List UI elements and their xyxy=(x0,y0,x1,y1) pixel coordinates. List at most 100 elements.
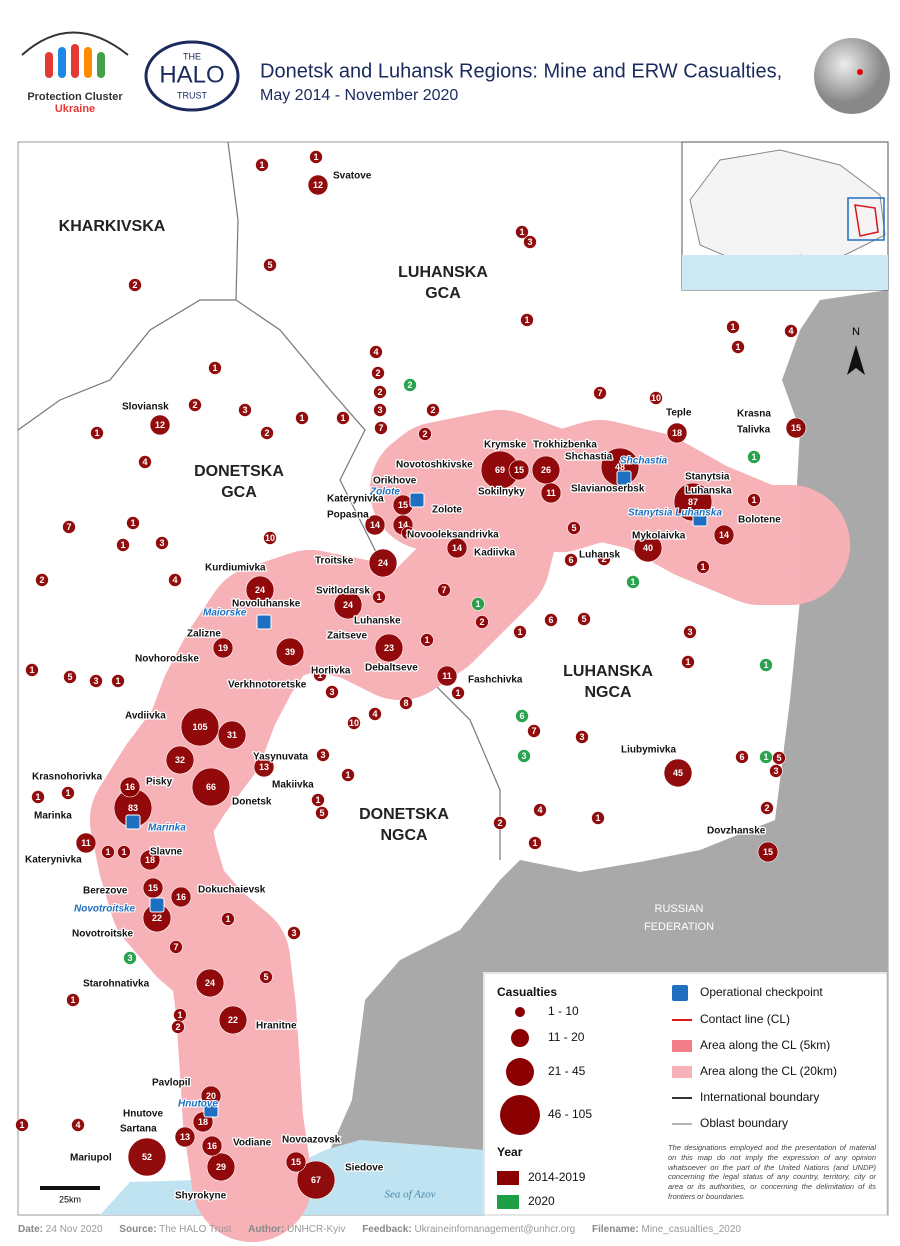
casualty-count: 32 xyxy=(175,755,185,765)
casualty-marker xyxy=(663,758,693,788)
place-label: Pavlopil xyxy=(152,1078,191,1089)
casualty-marker xyxy=(399,696,413,710)
checkpoint-label: Novotroitske xyxy=(74,904,136,915)
casualty-count: 69 xyxy=(495,465,505,475)
place-label: Fashchivka xyxy=(468,675,523,686)
casualty-marker xyxy=(313,668,327,682)
place-label: Dokuchaievsk xyxy=(198,885,266,896)
casualty-marker xyxy=(451,686,465,700)
legend-size xyxy=(500,1095,540,1135)
place-label: Shyrokyne xyxy=(175,1191,227,1202)
legend-year-swatch xyxy=(497,1171,519,1185)
place-label: Marinka xyxy=(34,811,72,822)
casualty-count: 1 xyxy=(517,627,522,637)
checkpoint-icon xyxy=(256,614,272,630)
casualty-marker xyxy=(373,403,387,417)
casualty-count: 2 xyxy=(422,429,427,439)
cluster-logo: Protection Cluster Ukraine xyxy=(21,31,129,115)
place-label: Sokilnyky xyxy=(478,487,525,498)
casualty-count: 7 xyxy=(66,522,71,532)
casualty-marker xyxy=(633,533,663,563)
casualty-count: 1 xyxy=(519,227,524,237)
casualty-count: 1 xyxy=(225,914,230,924)
casualty-count: 5 xyxy=(263,972,268,982)
casualty-marker xyxy=(681,655,695,669)
casualty-count: 1 xyxy=(524,315,529,325)
region-label: DONETSKA xyxy=(359,806,449,823)
footer-value: 24 Nov 2020 xyxy=(45,1224,103,1235)
region-label: GCA xyxy=(425,285,461,302)
casualty-count: 11 xyxy=(81,838,91,848)
casualty-count: 7 xyxy=(597,388,602,398)
casualty-marker xyxy=(117,845,131,859)
casualty-marker xyxy=(66,993,80,1007)
casualty-marker xyxy=(139,849,161,871)
casualty-marker xyxy=(287,926,301,940)
legend-year-label: 2014-2019 xyxy=(528,1170,586,1184)
casualty-marker xyxy=(188,398,202,412)
legend: Casualties 1 - 10 11 - 20 21 - 45 46 - 1… xyxy=(483,972,888,1216)
casualty-count: 7 xyxy=(531,726,536,736)
casualty-marker xyxy=(89,674,103,688)
legend-size xyxy=(515,1007,525,1017)
legend-symbol-label: Contact line (CL) xyxy=(700,1012,790,1026)
casualty-count: 1 xyxy=(763,660,768,670)
legend-size-label: 11 - 20 xyxy=(548,1030,585,1044)
casualty-marker xyxy=(372,590,386,604)
casualty-count: 2 xyxy=(175,1022,180,1032)
casualty-count: 1 xyxy=(763,752,768,762)
casualty-marker xyxy=(15,1118,29,1132)
region-label: NGCA xyxy=(584,684,632,701)
casualty-marker xyxy=(567,521,581,535)
casualty-marker xyxy=(217,720,247,750)
casualty-count: 18 xyxy=(198,1117,208,1127)
casualty-count: 10 xyxy=(349,718,359,728)
place-label: Katerynivka xyxy=(25,855,82,866)
casualty-count: 1 xyxy=(376,592,381,602)
casualty-marker xyxy=(597,552,611,566)
country-label: RUSSIAN xyxy=(655,903,704,915)
casualty-marker xyxy=(218,1005,248,1035)
casualty-count: 1 xyxy=(19,1120,24,1130)
title: Donetsk and Luhansk Regions: Mine and ER… xyxy=(260,60,782,82)
place-label: Novhorodske xyxy=(135,654,199,665)
place-label: Zalizne xyxy=(187,629,221,640)
casualty-count: 1 xyxy=(630,577,635,587)
casualty-count: 40 xyxy=(643,543,653,553)
casualty-count: 1 xyxy=(94,428,99,438)
casualty-marker xyxy=(544,613,558,627)
casualty-marker xyxy=(316,748,330,762)
casualty-marker xyxy=(341,768,355,782)
casualty-marker xyxy=(253,756,275,778)
casualty-marker xyxy=(696,560,710,574)
casualty-count: 2 xyxy=(192,400,197,410)
casualty-count: 1 xyxy=(345,770,350,780)
place-label: Verkhnotoretske xyxy=(228,680,307,691)
casualty-marker xyxy=(295,411,309,425)
place-label: Horlivka xyxy=(311,666,351,677)
casualty-marker xyxy=(769,764,783,778)
casualty-count: 31 xyxy=(227,730,237,740)
casualty-count: 3 xyxy=(127,953,132,963)
casualty-marker xyxy=(336,411,350,425)
casualty-marker xyxy=(101,845,115,859)
place-label: Talivka xyxy=(737,425,771,436)
casualty-count: 3 xyxy=(291,928,296,938)
casualty-marker xyxy=(508,459,530,481)
casualty-count: 39 xyxy=(285,647,295,657)
checkpoint-label: Stanytsia Luhanska xyxy=(628,508,722,519)
casualty-count: 1 xyxy=(735,342,740,352)
casualty-count: 10 xyxy=(265,533,275,543)
halo-name: HALO xyxy=(159,61,224,88)
casualty-count: 1 xyxy=(115,676,120,686)
casualty-count: 1 xyxy=(315,795,320,805)
place-label: Katerynivka xyxy=(327,494,384,505)
casualty-count: 5 xyxy=(776,753,781,763)
casualty-marker xyxy=(275,637,305,667)
casualty-marker xyxy=(785,417,807,439)
casualty-count: 15 xyxy=(514,465,524,475)
place-label: Orikhove xyxy=(373,476,417,487)
legend-checkpoint-icon xyxy=(672,985,688,1001)
map-features: KHARKIVSKA LUHANSKA GCA DONETSKA GCA LUHANSKA… xyxy=(15,150,807,1203)
casualty-marker xyxy=(649,391,663,405)
